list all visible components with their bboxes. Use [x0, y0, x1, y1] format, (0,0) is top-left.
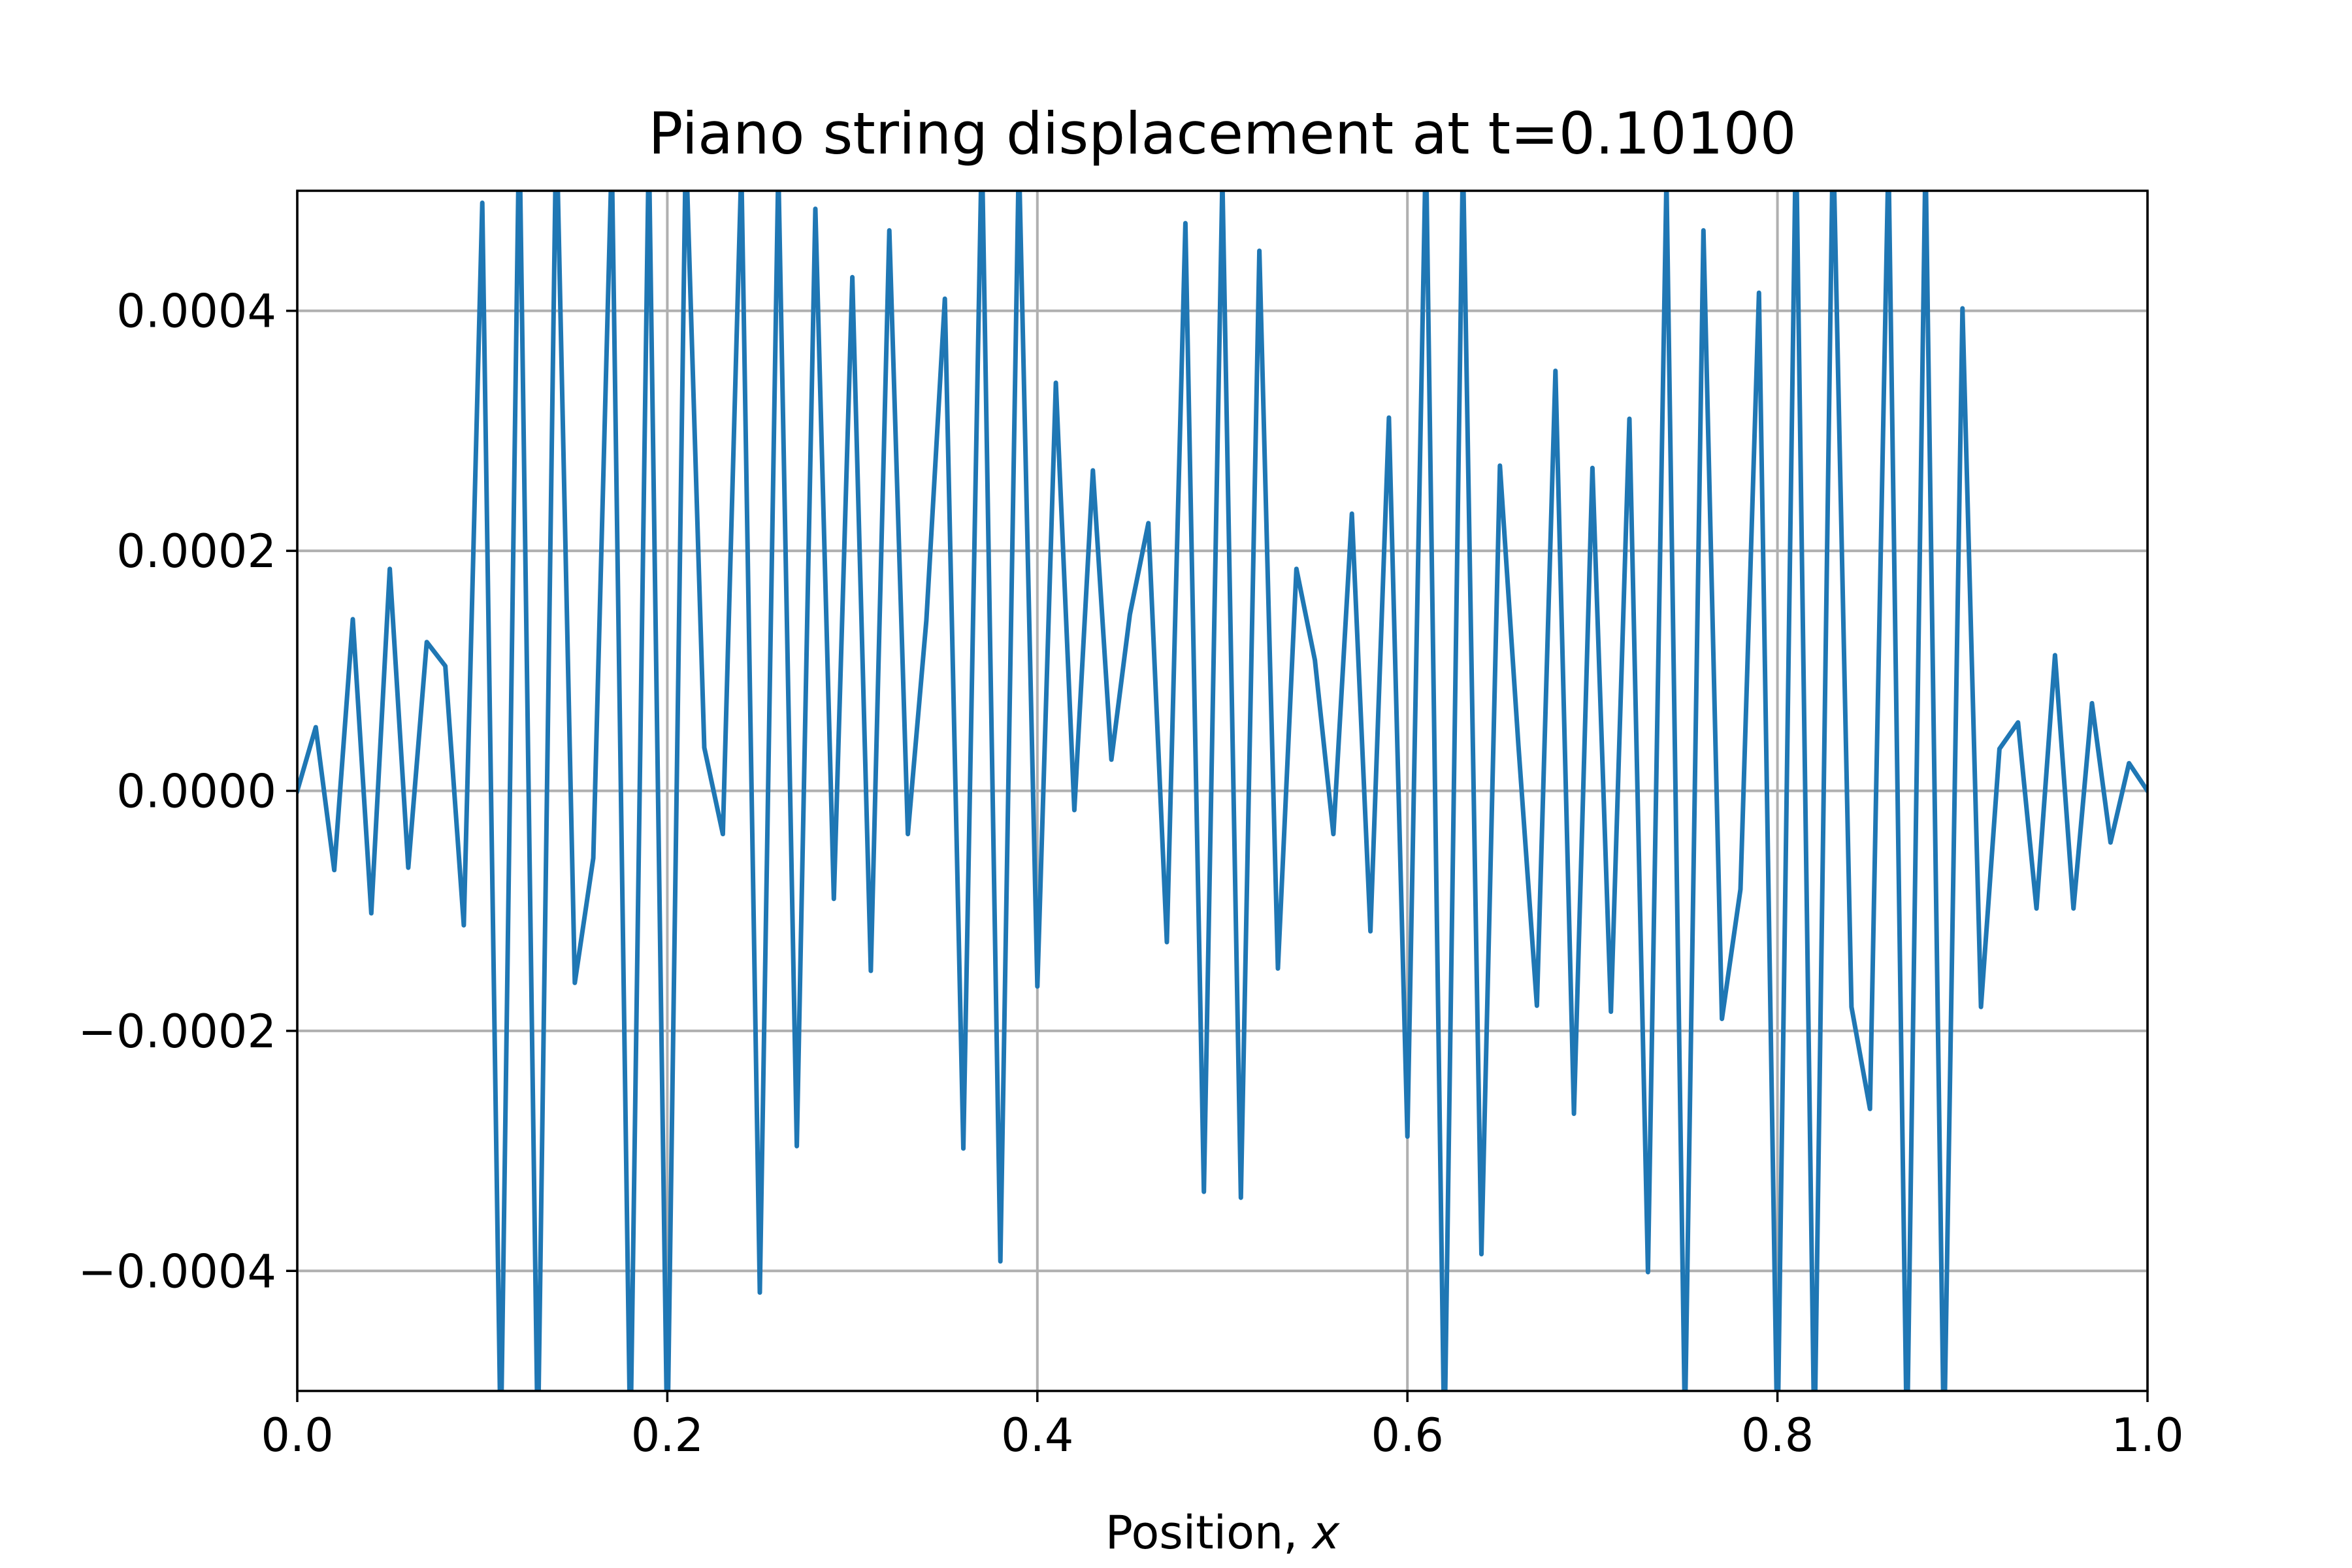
y-tick-label: 0.0002	[116, 525, 276, 578]
x-tick-label: 0.8	[1741, 1409, 1814, 1462]
y-tick-label: 0.0000	[116, 765, 276, 819]
x-axis-ticks: 0.0 0.2 0.4 0.6 0.8 1.0	[261, 1391, 2184, 1462]
series-group	[297, 191, 2148, 1391]
x-tick-label: 0.4	[1001, 1409, 1073, 1462]
x-tick-label: 0.2	[631, 1409, 704, 1462]
x-tick-label: 1.0	[2111, 1409, 2183, 1462]
x-tick-label: 0.0	[261, 1409, 333, 1462]
y-tick-label: −0.0002	[78, 1005, 276, 1058]
y-tick-label: 0.0004	[116, 285, 276, 338]
x-axis-label-text: Position,	[1105, 1506, 1313, 1560]
x-axis-label: Position, x	[1105, 1506, 1340, 1560]
x-tick-label: 0.6	[1371, 1409, 1444, 1462]
series-line-displacement	[297, 191, 2148, 1391]
y-axis-ticks: −0.0004 −0.0002 0.0000 0.0002 0.0004	[78, 285, 297, 1298]
y-tick-label: −0.0004	[78, 1245, 276, 1298]
x-axis-label-variable: x	[1311, 1506, 1340, 1560]
chart-title: Piano string displacement at t=0.10100	[648, 100, 1796, 167]
